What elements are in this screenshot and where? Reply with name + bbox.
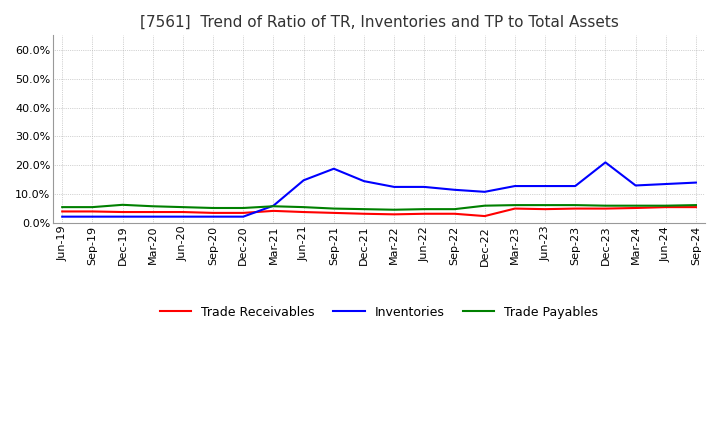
Trade Receivables — [662, 205, 670, 210]
Trade Receivables — [239, 210, 248, 216]
Inventories — [209, 214, 217, 219]
Trade Payables — [631, 203, 640, 208]
Trade Payables — [179, 205, 187, 210]
Inventories — [148, 214, 157, 219]
Trade Payables — [541, 202, 549, 208]
Inventories — [269, 203, 278, 208]
Trade Receivables — [390, 212, 398, 217]
Trade Receivables — [300, 209, 308, 215]
Inventories — [692, 180, 701, 185]
Trade Receivables — [480, 213, 489, 219]
Trade Payables — [58, 205, 66, 210]
Trade Receivables — [269, 208, 278, 213]
Inventories — [88, 214, 96, 219]
Inventories — [541, 183, 549, 189]
Trade Payables — [239, 205, 248, 211]
Trade Payables — [480, 203, 489, 208]
Inventories — [480, 189, 489, 194]
Trade Payables — [118, 202, 127, 207]
Trade Payables — [601, 203, 610, 208]
Trade Receivables — [58, 209, 66, 214]
Trade Payables — [209, 205, 217, 211]
Inventories — [420, 184, 428, 190]
Inventories — [631, 183, 640, 188]
Trade Payables — [510, 202, 519, 208]
Trade Payables — [300, 205, 308, 210]
Inventories — [601, 160, 610, 165]
Line: Trade Payables: Trade Payables — [62, 205, 696, 210]
Trade Receivables — [330, 210, 338, 216]
Trade Payables — [571, 202, 580, 208]
Inventories — [510, 183, 519, 189]
Trade Receivables — [420, 211, 428, 216]
Trade Payables — [269, 204, 278, 209]
Trade Receivables — [692, 205, 701, 210]
Trade Payables — [330, 206, 338, 211]
Trade Receivables — [148, 209, 157, 215]
Trade Receivables — [571, 206, 580, 211]
Trade Receivables — [179, 209, 187, 215]
Trade Payables — [88, 205, 96, 210]
Title: [7561]  Trend of Ratio of TR, Inventories and TP to Total Assets: [7561] Trend of Ratio of TR, Inventories… — [140, 15, 618, 30]
Trade Payables — [450, 206, 459, 212]
Trade Receivables — [541, 206, 549, 212]
Inventories — [58, 214, 66, 219]
Inventories — [662, 181, 670, 187]
Trade Receivables — [631, 205, 640, 211]
Trade Receivables — [601, 206, 610, 211]
Trade Receivables — [360, 211, 369, 216]
Trade Receivables — [118, 209, 127, 215]
Trade Payables — [662, 203, 670, 208]
Inventories — [330, 166, 338, 171]
Inventories — [118, 214, 127, 219]
Inventories — [179, 214, 187, 219]
Inventories — [360, 179, 369, 184]
Line: Inventories: Inventories — [62, 162, 696, 216]
Line: Trade Receivables: Trade Receivables — [62, 207, 696, 216]
Trade Receivables — [450, 211, 459, 216]
Inventories — [239, 214, 248, 219]
Trade Receivables — [88, 209, 96, 214]
Inventories — [571, 183, 580, 189]
Trade Payables — [148, 204, 157, 209]
Trade Receivables — [209, 210, 217, 216]
Inventories — [390, 184, 398, 190]
Trade Payables — [360, 206, 369, 212]
Trade Receivables — [510, 206, 519, 211]
Trade Payables — [692, 202, 701, 208]
Inventories — [300, 178, 308, 183]
Inventories — [450, 187, 459, 192]
Trade Payables — [420, 206, 428, 212]
Legend: Trade Receivables, Inventories, Trade Payables: Trade Receivables, Inventories, Trade Pa… — [155, 301, 603, 323]
Trade Payables — [390, 207, 398, 213]
